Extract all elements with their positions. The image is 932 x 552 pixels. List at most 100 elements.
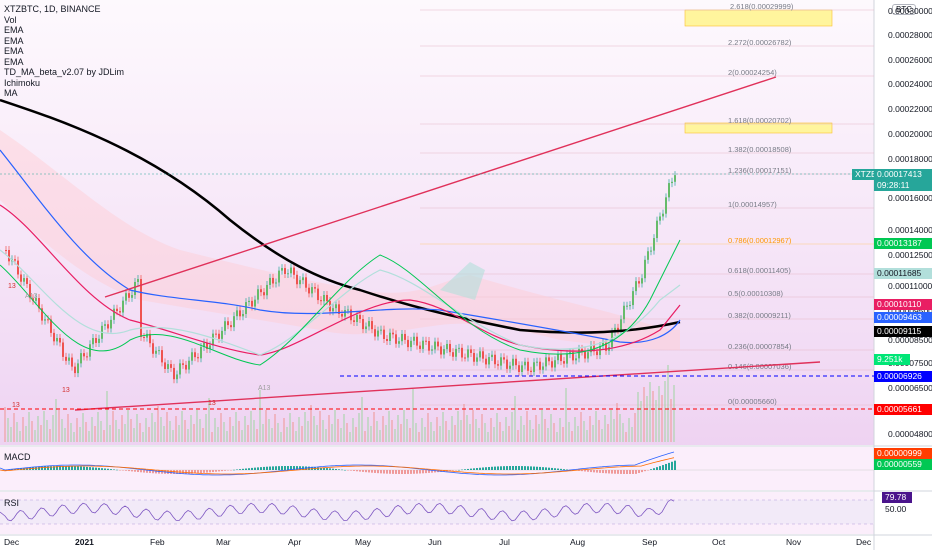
- macd-histogram-bar: [188, 470, 190, 474]
- macd-histogram-bar: [524, 466, 526, 470]
- macd-histogram-bar: [470, 468, 472, 470]
- volume-bar: [391, 420, 393, 442]
- td-marker: 13: [8, 283, 16, 290]
- candle-body: [371, 321, 373, 330]
- volume-bar: [292, 422, 294, 442]
- candle-body: [152, 343, 154, 354]
- candle-body: [416, 336, 418, 346]
- currency-badge[interactable]: BTC: [892, 4, 916, 15]
- volume-bar: [313, 416, 315, 442]
- indicator-ema-2[interactable]: EMA: [4, 35, 24, 46]
- candle-body: [377, 330, 379, 337]
- price-tick-label: 0.00026000: [888, 55, 932, 65]
- indicator-vol[interactable]: Vol: [4, 14, 17, 25]
- volume-bar: [373, 412, 375, 442]
- volume-bar: [505, 417, 507, 442]
- macd-histogram-bar: [278, 466, 280, 470]
- volume-bar: [496, 413, 498, 442]
- price-tick-label: 0.00030000: [888, 6, 932, 16]
- time-label: Oct: [712, 537, 726, 547]
- volume-bar: [208, 398, 210, 442]
- macd-histogram-bar: [296, 466, 298, 470]
- time-label: May: [355, 537, 372, 547]
- indicator-ichimoku[interactable]: Ichimoku: [4, 77, 41, 88]
- macd-histogram-bar: [299, 466, 301, 470]
- macd-histogram-bar: [560, 468, 562, 470]
- volume-bar: [154, 422, 156, 442]
- candle-body: [506, 359, 508, 369]
- volume-bar: [394, 429, 396, 442]
- candle-body: [593, 345, 595, 352]
- candle-body: [611, 331, 613, 348]
- candle-body: [452, 352, 454, 357]
- candle-body: [557, 354, 559, 361]
- macd-histogram-bar: [38, 466, 40, 470]
- volume-bar: [256, 429, 258, 442]
- macd-histogram-bar: [344, 469, 346, 471]
- macd-histogram-bar: [428, 470, 430, 473]
- candle-body: [173, 367, 175, 380]
- candle-body: [170, 364, 172, 368]
- candle-body: [626, 305, 628, 307]
- volume-bar: [253, 420, 255, 442]
- volume-bar: [475, 419, 477, 442]
- candle-body: [314, 287, 316, 289]
- trendline-lower: [74, 361, 821, 411]
- macd-title[interactable]: MACD: [4, 452, 31, 462]
- volume-bar: [235, 412, 237, 442]
- macd-value-0: 0.00000999: [874, 448, 932, 459]
- candle-body: [161, 350, 163, 363]
- volume-bar: [319, 411, 321, 442]
- price-tick-label: 0.00009500: [888, 306, 932, 316]
- symbol-title[interactable]: XTZBTC, 1D, BINANCE: [4, 4, 101, 14]
- macd-histogram-bar: [500, 466, 502, 470]
- candle-body: [437, 341, 439, 347]
- volume-bar: [88, 431, 90, 442]
- indicator-td-ma[interactable]: TD_MA_beta_v2.07 by JDLim: [4, 67, 125, 77]
- indicator-ema-1[interactable]: EMA: [4, 25, 24, 35]
- macd-histogram-bar: [230, 470, 232, 471]
- candle-body: [467, 349, 469, 358]
- volume-bar: [163, 426, 165, 442]
- macd-histogram-bar: [533, 466, 535, 470]
- indicator-ma[interactable]: MA: [4, 88, 18, 98]
- volume-bar: [331, 424, 333, 442]
- volume-bar: [592, 425, 594, 442]
- candle-body: [146, 333, 148, 338]
- macd-histogram-bar: [80, 466, 82, 470]
- volume-bar: [511, 412, 513, 442]
- volume-bar: [604, 415, 606, 442]
- volume-bar: [454, 425, 456, 442]
- indicator-ema-3[interactable]: EMA: [4, 46, 24, 56]
- candle-body: [194, 352, 196, 358]
- volume-bar: [571, 431, 573, 442]
- macd-histogram-bar: [401, 470, 403, 474]
- macd-histogram-bar: [641, 470, 643, 473]
- volume-bar: [484, 423, 486, 442]
- volume-bar: [184, 420, 186, 442]
- volume-bar: [175, 416, 177, 442]
- volume-bar: [172, 430, 174, 442]
- macd-histogram-bar: [431, 470, 433, 473]
- volume-bar: [610, 410, 612, 442]
- volume-bar: [589, 416, 591, 442]
- candle-body: [464, 357, 466, 359]
- candle-body: [176, 374, 178, 380]
- macd-histogram-bar: [407, 470, 409, 474]
- candle-body: [560, 354, 562, 362]
- macd-histogram-bar: [245, 468, 247, 470]
- macd-histogram-bar: [320, 467, 322, 470]
- time-label: Feb: [150, 537, 165, 547]
- candle-body: [410, 340, 412, 348]
- price-tick-label: 0.00014000: [888, 225, 932, 235]
- macd-histogram-bar: [590, 470, 592, 473]
- candle-body: [581, 348, 583, 352]
- price-label-ichimoku-label: 9.251k: [874, 354, 910, 365]
- volume-bar: [580, 412, 582, 442]
- rsi-title[interactable]: RSI: [4, 498, 20, 508]
- candle-body: [260, 289, 262, 293]
- indicator-ema-4[interactable]: EMA: [4, 56, 24, 67]
- volume-bar: [556, 432, 558, 442]
